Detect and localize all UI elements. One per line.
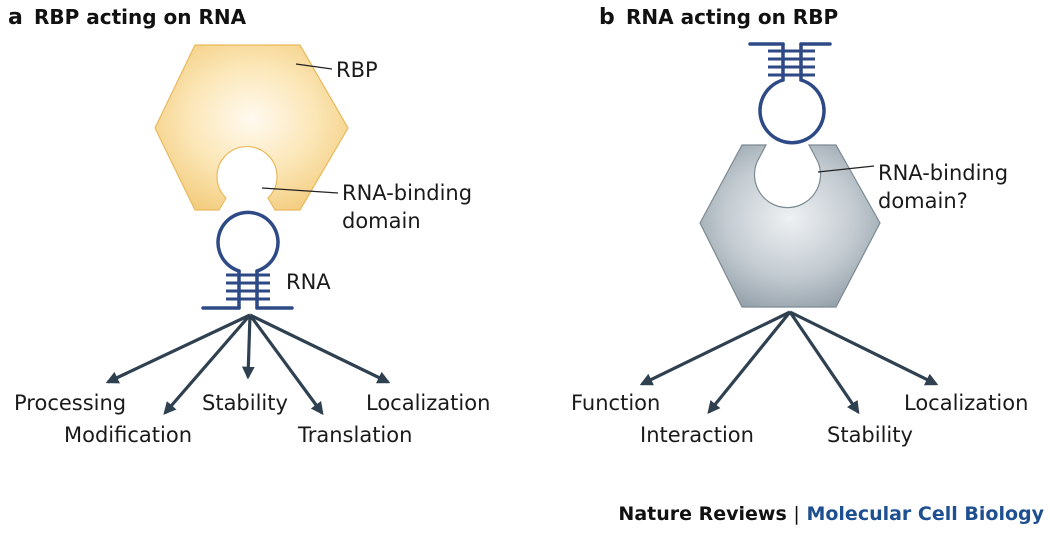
rbp-protein-shape <box>154 44 349 211</box>
arrow-modification <box>163 313 252 415</box>
panel-a: a RBP acting on RNA RBP RNA-binding doma… <box>8 5 490 447</box>
outcome-stability: Stability <box>202 391 288 415</box>
panel-b-title: RNA acting on RBP <box>626 5 838 29</box>
journal-name: Molecular Cell Biology <box>806 503 1044 525</box>
rbp-leader-line <box>295 63 333 70</box>
panel-a-letter: a <box>8 5 23 30</box>
panel-b-arrows <box>639 310 939 415</box>
outcome-localization-b: Localization <box>904 391 1028 415</box>
outcome-interaction: Interaction <box>640 423 754 447</box>
arrow-translation <box>248 314 324 416</box>
rna-hairpin <box>201 210 294 310</box>
panel-b-letter: b <box>599 5 615 30</box>
domain-b-label-line2: domain? <box>878 189 968 213</box>
panel-b: b RNA acting on RBP RNA-binding domain? <box>571 5 1028 447</box>
outcome-function: Function <box>571 391 660 415</box>
outcome-processing: Processing <box>14 391 126 415</box>
credit-separator: | <box>793 503 800 525</box>
rna-label: RNA <box>286 270 331 294</box>
arrow-stability <box>241 314 255 380</box>
arrow-processing <box>105 313 251 384</box>
domain-b-leader-line <box>817 165 875 173</box>
outcome-modification: Modification <box>64 423 192 447</box>
rbp-label: RBP <box>336 58 378 82</box>
panel-a-title: RBP acting on RNA <box>34 5 247 29</box>
rna-hairpin-b <box>748 42 832 145</box>
outcome-localization: Localization <box>366 391 490 415</box>
domain-label-line1: RNA-binding <box>342 181 472 205</box>
outcome-translation: Translation <box>297 423 412 447</box>
publisher-name: Nature Reviews <box>618 503 787 525</box>
arrow-function <box>639 310 791 386</box>
domain-b-label-line1: RNA-binding <box>878 161 1008 185</box>
arrow-localization-b <box>789 310 939 386</box>
journal-credit: Nature Reviews | Molecular Cell Biology <box>618 503 1044 525</box>
arrow-localization <box>249 313 391 384</box>
outcome-stability-b: Stability <box>827 423 913 447</box>
arrow-interaction <box>707 310 792 414</box>
domain-label-line2: domain <box>342 209 421 233</box>
protein-grey-shape <box>699 144 881 308</box>
domain-leader-line <box>261 187 339 194</box>
arrow-stability-b <box>788 311 860 415</box>
panel-a-arrows <box>105 313 391 416</box>
